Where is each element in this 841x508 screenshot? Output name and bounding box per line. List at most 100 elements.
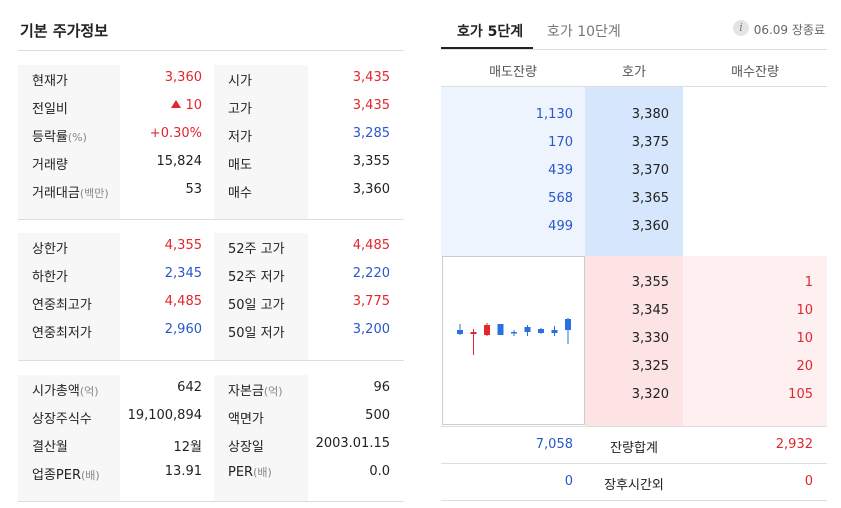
divider	[441, 86, 827, 87]
info-label: 연중최저가	[32, 326, 92, 341]
range-section: 상한가 4,355 52주 고가 4,485 하한가 2,345 52주 저가 2,220 연중…	[18, 233, 404, 360]
info-label: 연중최고가	[32, 298, 92, 313]
bid-qty: 20	[796, 359, 813, 374]
ask-row[interactable]: 1,130 3,380	[441, 102, 827, 130]
bid-price: 3,320	[631, 387, 669, 402]
after-hours-ask-qty: 0	[564, 474, 573, 489]
candle	[511, 330, 517, 336]
header-ask-qty: 매도잔량	[489, 65, 537, 80]
total-remaining-row: 7,058 잔량합계 2,932	[441, 427, 827, 463]
tab-orderbook-5[interactable]: 호가 5단계	[457, 24, 524, 40]
mini-candle-chart	[442, 256, 585, 425]
info-label: 상한가	[32, 242, 68, 257]
info-value: 642	[177, 380, 202, 395]
info-label: 50일 저가	[228, 326, 285, 341]
info-value: 3,360	[164, 70, 202, 85]
info-value: 12월	[173, 440, 202, 455]
info-value: 2,960	[164, 322, 202, 337]
candle	[470, 329, 477, 355]
info-value: 13.91	[164, 464, 202, 479]
ask-row[interactable]: 499 3,360	[441, 214, 827, 242]
candle	[524, 325, 531, 336]
bid-qty: 10	[796, 331, 813, 346]
info-row: 현재가 3,360 시가 3,435	[18, 65, 404, 93]
ask-qty: 1,130	[535, 107, 573, 122]
bid-qty: 1	[804, 275, 813, 290]
company-section: 시가총액(억) 642 자본금(억) 96 상장주식수 19,100,894 액면가 500 결…	[18, 375, 404, 501]
bid-row[interactable]: 3,345 10	[441, 298, 827, 326]
info-label: 상장일	[228, 440, 264, 455]
info-row: 연중최고가 4,485 50일 고가 3,775	[18, 289, 404, 317]
candle	[551, 326, 558, 336]
info-value: 4,485	[352, 238, 390, 253]
ask-qty: 499	[548, 219, 573, 234]
info-value: 3,200	[352, 322, 390, 337]
divider	[18, 360, 404, 361]
total-ask-qty: 7,058	[535, 437, 573, 452]
total-label: 잔량합계	[610, 441, 658, 456]
divider	[18, 501, 404, 502]
bid-price: 3,330	[631, 331, 669, 346]
total-bid-qty: 2,932	[775, 437, 813, 452]
info-value: 4,485	[164, 294, 202, 309]
info-row: 연중최저가 2,960 50일 저가 3,200	[18, 317, 404, 345]
ask-qty: 170	[548, 135, 573, 150]
orderbook-header: 매도잔량 호가 매수잔량	[441, 50, 827, 86]
info-label: 자본금(억)	[228, 384, 283, 399]
info-row: 전일비 10 고가 3,435	[18, 93, 404, 121]
info-row: 상한가 4,355 52주 고가 4,485	[18, 233, 404, 261]
info-value: 3,435	[352, 98, 390, 113]
info-value: 96	[373, 380, 390, 395]
info-value: 0.0	[369, 464, 390, 479]
divider	[441, 500, 827, 501]
divider	[441, 49, 827, 50]
info-value: 3,285	[352, 126, 390, 141]
ask-row[interactable]: 439 3,370	[441, 158, 827, 186]
info-label: 시가	[228, 74, 252, 89]
bid-row[interactable]: 3,320 105	[441, 382, 827, 410]
bid-row[interactable]: 3,330 10	[441, 326, 827, 354]
info-value: 2003.01.15	[315, 436, 390, 451]
info-label: 50일 고가	[228, 298, 285, 313]
info-row: 거래대금(백만) 53 매수 3,360	[18, 177, 404, 205]
info-value: 10	[171, 98, 202, 113]
info-label: 상장주식수	[32, 412, 92, 427]
ask-price: 3,380	[631, 107, 669, 122]
info-label: 현재가	[32, 74, 68, 89]
info-label: 52주 고가	[228, 242, 285, 257]
basic-info-title: 기본 주가정보	[20, 22, 109, 40]
tab-orderbook-10[interactable]: 호가 10단계	[547, 24, 621, 40]
info-label: 액면가	[228, 412, 264, 427]
info-row: 시가총액(억) 642 자본금(억) 96	[18, 375, 404, 403]
orderbook-panel: 호가 5단계 호가 10단계 i 06.09 장종료 매도잔량 호가 매수잔량 …	[441, 0, 827, 508]
ask-price: 3,365	[631, 191, 669, 206]
candle-chart-svg	[457, 318, 571, 355]
bid-row[interactable]: 3,355 1	[441, 270, 827, 298]
divider	[441, 463, 827, 464]
ask-row[interactable]: 170 3,375	[441, 130, 827, 158]
info-row: 하한가 2,345 52주 저가 2,220	[18, 261, 404, 289]
ask-row[interactable]: 568 3,365	[441, 186, 827, 214]
info-value: 19,100,894	[127, 408, 202, 423]
info-value: 500	[365, 408, 390, 423]
info-label: 하한가	[32, 270, 68, 285]
candle	[538, 328, 544, 334]
info-value: 2,345	[164, 266, 202, 281]
info-label: 거래대금(백만)	[32, 186, 109, 201]
divider	[18, 50, 404, 51]
bid-qty: 10	[796, 303, 813, 318]
info-row: 업종PER(배) 13.91 PER(배) 0.0	[18, 459, 404, 487]
info-row: 결산월 12월 상장일 2003.01.15	[18, 431, 404, 459]
info-value: 2,220	[352, 266, 390, 281]
info-row: 등락률(%) +0.30% 저가 3,285	[18, 121, 404, 149]
info-label: 매수	[228, 186, 252, 201]
bid-row[interactable]: 3,325 20	[441, 354, 827, 382]
ask-qty: 439	[548, 163, 573, 178]
header-price: 호가	[622, 65, 646, 80]
ask-price: 3,375	[631, 135, 669, 150]
info-label: 전일비	[32, 102, 68, 117]
info-value: 3,355	[352, 154, 390, 169]
info-icon[interactable]: i	[733, 20, 749, 36]
info-row: 상장주식수 19,100,894 액면가 500	[18, 403, 404, 431]
info-label: 결산월	[32, 440, 68, 455]
